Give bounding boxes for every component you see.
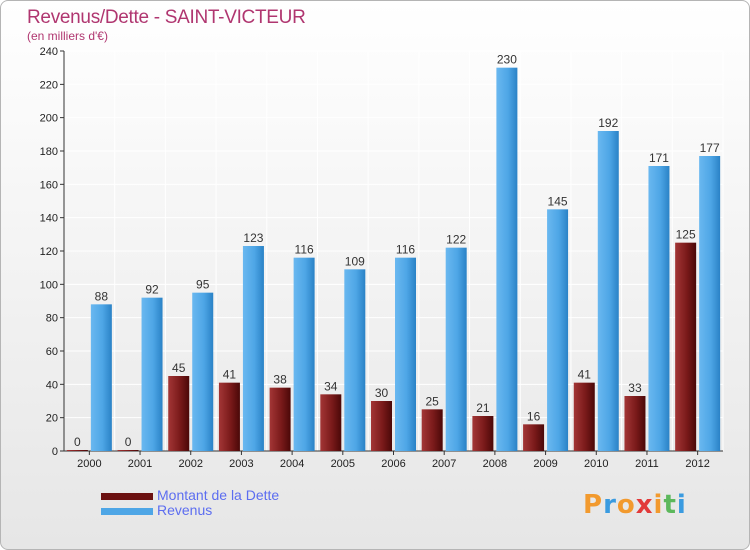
bar-revenus xyxy=(395,257,416,451)
data-label-revenus: 145 xyxy=(548,194,568,208)
grid-lines xyxy=(63,50,724,452)
bar-debt xyxy=(523,424,545,451)
data-label-revenus: 109 xyxy=(345,254,365,268)
x-tick-label: 2002 xyxy=(178,458,202,470)
chart-subtitle: (en milliers d'€) xyxy=(27,29,108,43)
bar-debt xyxy=(573,382,595,451)
bar-revenus xyxy=(496,67,518,452)
y-tick-label: 40 xyxy=(46,379,58,391)
data-label-revenus: 116 xyxy=(396,243,415,257)
data-label-debt: 125 xyxy=(676,228,696,242)
x-tick-label: 2009 xyxy=(533,458,557,470)
x-tick-label: 2006 xyxy=(381,458,405,470)
x-axis: 2000 2001 2002 2003 2004 2005 2006 2007 2008 2009… xyxy=(77,451,710,470)
bar-revenus xyxy=(192,292,214,451)
data-label-debt: 33 xyxy=(628,381,642,395)
logo-letter: r xyxy=(603,490,617,520)
x-tick-label: 2000 xyxy=(77,458,101,470)
y-tick-label: 0 xyxy=(52,446,58,458)
bar-revenus xyxy=(597,131,619,451)
bars xyxy=(66,67,721,452)
data-label-debt: 41 xyxy=(578,368,592,382)
y-tick-label: 220 xyxy=(40,79,58,91)
x-tick-label: 2003 xyxy=(229,458,253,470)
data-label-revenus: 92 xyxy=(145,283,159,297)
data-label-revenus: 177 xyxy=(700,141,720,155)
logo-letter: i xyxy=(676,490,687,520)
y-tick-label: 120 xyxy=(40,246,58,258)
data-label-debt: 0 xyxy=(125,435,132,449)
y-tick-label: 140 xyxy=(40,213,58,225)
legend-label-revenus: Revenus xyxy=(157,502,213,518)
x-tick-label: 2007 xyxy=(432,458,456,470)
bar-debt xyxy=(218,382,240,451)
bar-revenus xyxy=(242,246,264,451)
bar-revenus xyxy=(699,156,721,451)
data-label-revenus: 116 xyxy=(295,243,314,257)
bar-debt xyxy=(117,450,139,451)
data-label-revenus: 171 xyxy=(649,151,669,165)
bar-debt xyxy=(421,409,443,451)
data-label-debt: 30 xyxy=(375,386,389,400)
bar-revenus xyxy=(141,297,163,451)
bar-revenus xyxy=(648,166,670,451)
bar-debt xyxy=(472,416,494,451)
bar-debt xyxy=(320,394,342,451)
logo-letter: x xyxy=(635,490,654,520)
data-label-debt: 41 xyxy=(223,368,237,382)
y-tick-label: 20 xyxy=(46,413,58,425)
logo-letter: t xyxy=(663,490,677,520)
x-tick-label: 2004 xyxy=(280,458,304,470)
y-tick-label: 100 xyxy=(40,279,58,291)
legend-swatch-revenus xyxy=(101,508,153,515)
data-labels: 0 88 0 92 45 95 41 123 38 116 34 109 30 116 25 122 21 230… xyxy=(74,53,720,449)
x-tick-label: 2005 xyxy=(331,458,355,470)
logo-letter: o xyxy=(616,490,636,520)
y-tick-label: 60 xyxy=(46,346,58,358)
y-tick-label: 180 xyxy=(40,146,58,158)
legend-swatch-debt xyxy=(101,493,153,500)
data-label-debt: 21 xyxy=(476,401,490,415)
bar-debt xyxy=(675,242,697,451)
bar-debt xyxy=(168,376,190,451)
chart-title: Revenus/Dette - SAINT-VICTEUR xyxy=(27,7,306,28)
data-label-debt: 16 xyxy=(527,409,541,423)
legend-label-debt: Montant de la Dette xyxy=(157,487,280,503)
data-label-revenus: 123 xyxy=(243,231,263,245)
y-tick-label: 200 xyxy=(40,113,58,125)
bar-revenus xyxy=(293,257,315,451)
data-label-revenus: 88 xyxy=(95,289,109,303)
bar-debt xyxy=(66,450,88,451)
bar-revenus xyxy=(547,209,569,451)
y-tick-label: 160 xyxy=(40,179,58,191)
bar-revenus xyxy=(344,269,366,451)
data-label-revenus: 230 xyxy=(497,53,517,67)
bar-debt xyxy=(624,396,646,451)
x-tick-label: 2008 xyxy=(483,458,507,470)
proxiti-logo: Proxiti xyxy=(583,490,687,520)
y-tick-label: 80 xyxy=(46,313,58,325)
bar-revenus xyxy=(90,304,112,451)
y-tick-label: 240 xyxy=(40,46,58,58)
logo-letter: P xyxy=(583,490,604,520)
data-label-revenus: 192 xyxy=(598,116,618,130)
data-label-revenus: 95 xyxy=(196,278,210,292)
bar-debt xyxy=(371,401,392,451)
x-tick-label: 2010 xyxy=(584,458,608,470)
data-label-debt: 38 xyxy=(273,373,287,387)
x-tick-label: 2011 xyxy=(635,458,659,470)
bar-debt xyxy=(269,387,291,451)
logo-letter: i xyxy=(653,490,664,520)
x-tick-label: 2001 xyxy=(128,458,152,470)
data-label-debt: 45 xyxy=(172,361,186,375)
data-label-debt: 0 xyxy=(74,435,81,449)
bar-revenus xyxy=(445,247,467,451)
data-label-revenus: 122 xyxy=(446,233,466,247)
data-label-debt: 34 xyxy=(324,379,338,393)
data-label-debt: 25 xyxy=(426,394,440,408)
x-tick-label: 2012 xyxy=(685,458,709,470)
